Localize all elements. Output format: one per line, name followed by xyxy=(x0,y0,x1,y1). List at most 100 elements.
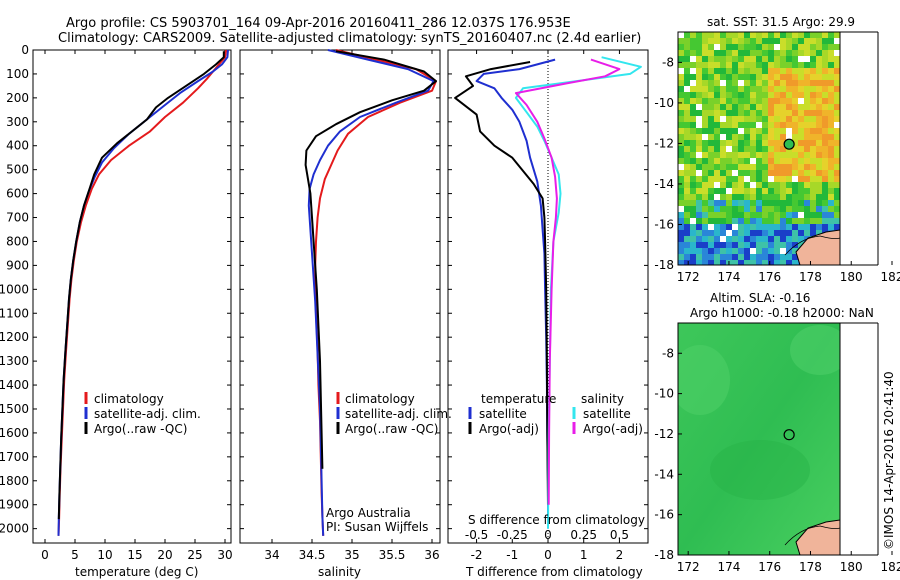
sst-cell xyxy=(810,116,816,122)
sst-cell xyxy=(798,224,804,230)
sst-cell xyxy=(768,56,774,62)
sst-cell xyxy=(678,218,684,224)
sst-cell xyxy=(828,194,834,200)
sst-cell xyxy=(822,194,828,200)
sst-cell xyxy=(756,200,762,206)
sst-cell xyxy=(810,194,816,200)
x-tick-label: 5 xyxy=(71,548,79,562)
sst-cell xyxy=(792,98,798,104)
sst-cell xyxy=(708,32,714,38)
sst-cell xyxy=(750,140,756,146)
sst-cell xyxy=(792,248,798,254)
sst-cell xyxy=(786,194,792,200)
sst-cell xyxy=(738,44,744,50)
sst-cell xyxy=(744,32,750,38)
sst-cell xyxy=(822,122,828,128)
sst-cell xyxy=(726,80,732,86)
depth-tick-label: 500 xyxy=(6,163,29,177)
sst-cell xyxy=(732,44,738,50)
sst-cell xyxy=(768,38,774,44)
sst-cell xyxy=(702,254,708,260)
sst-cell xyxy=(816,170,822,176)
sst-cell xyxy=(756,56,762,62)
sst-cell xyxy=(762,158,768,164)
sst-cell xyxy=(828,56,834,62)
sst-cell xyxy=(708,86,714,92)
sst-cell xyxy=(714,98,720,104)
sst-cell xyxy=(696,218,702,224)
sst-cell xyxy=(756,86,762,92)
temperature-legend: climatology satellite-adj. clim. Argo(..… xyxy=(84,392,201,436)
sst-cell xyxy=(768,236,774,242)
sst-cell xyxy=(696,56,702,62)
depth-tick-label: 2000 xyxy=(0,522,29,536)
sst-cell xyxy=(720,140,726,146)
sst-cell xyxy=(702,80,708,86)
sst-cell xyxy=(690,254,696,260)
sst-cell xyxy=(774,116,780,122)
sst-cell xyxy=(798,38,804,44)
sst-cell xyxy=(696,134,702,140)
sst-cell xyxy=(756,110,762,116)
sst-cell xyxy=(774,140,780,146)
sst-cell xyxy=(690,224,696,230)
sst-cell xyxy=(762,206,768,212)
sst-cell xyxy=(774,50,780,56)
sst-cell xyxy=(762,170,768,176)
legend-label: satellite xyxy=(479,407,527,421)
sst-cell xyxy=(696,98,702,104)
sst-cell xyxy=(828,134,834,140)
sst-cell xyxy=(774,122,780,128)
salinity-axis-label: salinity xyxy=(318,565,361,579)
sst-cell xyxy=(762,32,768,38)
sst-cell xyxy=(708,152,714,158)
sst-cell xyxy=(684,140,690,146)
sst-cell xyxy=(702,38,708,44)
difference-depth-ticks xyxy=(448,49,648,530)
sst-cell xyxy=(762,104,768,110)
sst-cell xyxy=(750,62,756,68)
sst-cell xyxy=(678,62,684,68)
sst-cell xyxy=(780,128,786,134)
sst-cell xyxy=(720,194,726,200)
sst-cell xyxy=(828,176,834,182)
legend-label: Argo(-adj) xyxy=(583,422,643,436)
sst-cell xyxy=(762,260,768,265)
sst-cell xyxy=(708,104,714,110)
sst-cell xyxy=(690,32,696,38)
sst-cell xyxy=(822,92,828,98)
sst-cell xyxy=(822,32,828,38)
sst-cell xyxy=(768,200,774,206)
sst-cell xyxy=(768,212,774,218)
sst-cell xyxy=(738,218,744,224)
sst-cell xyxy=(774,206,780,212)
sst-cell xyxy=(804,98,810,104)
sst-cell xyxy=(768,164,774,170)
sst-cell xyxy=(708,140,714,146)
sst-cell xyxy=(720,182,726,188)
sst-cell xyxy=(828,44,834,50)
sst-cell xyxy=(810,68,816,74)
sst-cell xyxy=(738,182,744,188)
sst-cell xyxy=(780,242,786,248)
sst-cell xyxy=(780,110,786,116)
sst-cell xyxy=(732,140,738,146)
sst-cell xyxy=(774,86,780,92)
sst-cell xyxy=(774,92,780,98)
sst-cell xyxy=(708,98,714,104)
sst-cell xyxy=(744,146,750,152)
sst-cell xyxy=(828,68,834,74)
sst-cell xyxy=(828,110,834,116)
sst-cell xyxy=(768,116,774,122)
sst-cell xyxy=(822,140,828,146)
legend-label: satellite-adj. clim. xyxy=(94,407,201,421)
series-line-satellite-salinity xyxy=(514,56,642,529)
sst-cell xyxy=(828,146,834,152)
sst-cell xyxy=(792,140,798,146)
sst-cell xyxy=(792,194,798,200)
sst-cell xyxy=(792,230,798,236)
sst-cell xyxy=(744,206,750,212)
sst-cell xyxy=(834,224,840,230)
sst-cell xyxy=(804,200,810,206)
sst-cell xyxy=(768,182,774,188)
